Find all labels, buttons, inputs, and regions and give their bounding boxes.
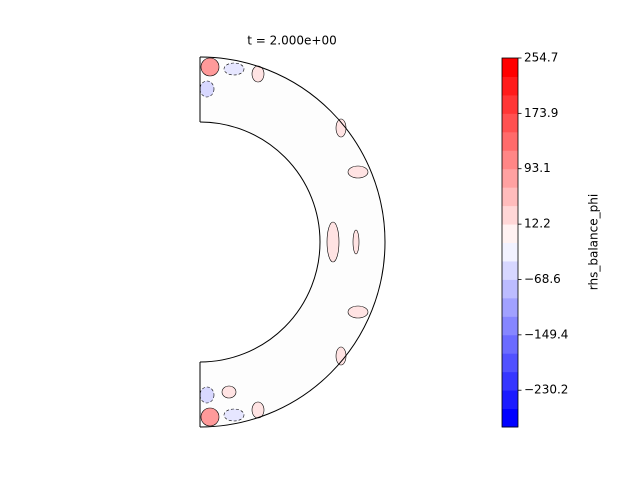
colorbar-band	[502, 131, 518, 151]
colorbar: −230.2 −149.4 −68.6 12.2 93.1 173.9 254.7	[501, 51, 568, 428]
colorbar-band	[502, 113, 518, 133]
colorbar-tick-label: −230.2	[524, 383, 568, 397]
field-patch	[352, 229, 360, 255]
field-patch	[347, 165, 369, 179]
colorbar-tick-label: −149.4	[524, 327, 568, 341]
colorbar-band	[502, 316, 518, 336]
colorbar-band	[502, 260, 518, 280]
annulus	[199, 56, 386, 428]
colorbar-band	[502, 334, 518, 354]
colorbar-band	[502, 150, 518, 170]
outer-boundary	[199, 56, 386, 428]
colorbar-band	[502, 187, 518, 207]
colorbar-band	[502, 242, 518, 262]
field-patch	[221, 385, 237, 399]
colorbar-band	[502, 224, 518, 243]
colorbar-frame	[501, 57, 519, 428]
colorbar-band	[502, 168, 518, 188]
field-patch	[251, 401, 265, 419]
colorbar-band	[502, 94, 518, 114]
colorbar-band	[502, 408, 518, 428]
field-patch	[251, 65, 265, 83]
field-patch	[326, 221, 340, 263]
colorbar-tick-label: 93.1	[524, 161, 551, 175]
colorbar-label: rhs_balance_phi	[587, 194, 601, 290]
annulus-fill	[200, 57, 385, 427]
field-patch	[199, 80, 215, 98]
colorbar-band	[502, 58, 518, 77]
colorbar-tick-label: 254.7	[524, 51, 558, 65]
colorbar-band	[502, 371, 518, 391]
colorbar-band	[502, 76, 518, 96]
field-patch	[223, 408, 245, 422]
chart-title: t = 2.000e+00	[247, 34, 336, 48]
colorbar-band	[502, 353, 518, 373]
colorbar-band	[502, 297, 518, 317]
field-patch	[200, 407, 220, 427]
colorbar-band	[502, 205, 518, 225]
inner-boundary	[199, 121, 321, 363]
colorbar-tick-label: 12.2	[524, 217, 551, 231]
field-patch	[199, 386, 215, 404]
field-patch	[223, 62, 245, 76]
colorbar-tick-label: 173.9	[524, 106, 558, 120]
field-patch	[347, 305, 369, 319]
colorbar-band	[502, 390, 518, 410]
colorbar-tick-label: −68.6	[524, 272, 561, 286]
colorbar-band	[502, 279, 518, 299]
field-patch	[200, 57, 220, 77]
